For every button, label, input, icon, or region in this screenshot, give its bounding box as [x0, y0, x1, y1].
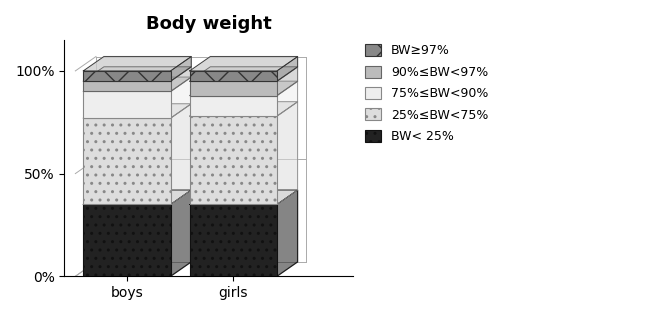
Bar	[83, 118, 170, 204]
Polygon shape	[277, 56, 298, 81]
Polygon shape	[83, 56, 191, 71]
Polygon shape	[170, 77, 191, 118]
Bar	[189, 204, 277, 276]
Polygon shape	[277, 81, 298, 116]
Polygon shape	[189, 102, 298, 116]
Polygon shape	[189, 56, 298, 71]
Polygon shape	[170, 190, 191, 276]
Polygon shape	[83, 67, 191, 81]
Polygon shape	[189, 67, 298, 81]
Bar	[83, 91, 170, 118]
Polygon shape	[170, 56, 191, 81]
Title: Body weight: Body weight	[146, 15, 272, 33]
Polygon shape	[170, 104, 191, 204]
Polygon shape	[277, 67, 298, 95]
Bar	[83, 81, 170, 91]
Polygon shape	[189, 190, 298, 204]
Bar	[83, 71, 170, 81]
Polygon shape	[277, 102, 298, 204]
Bar	[189, 95, 277, 116]
Polygon shape	[189, 81, 298, 95]
Legend: BW≥97%, 90%≤BW<97%, 75%≤BW<90%, 25%≤BW<75%, BW< 25%: BW≥97%, 90%≤BW<97%, 75%≤BW<90%, 25%≤BW<7…	[362, 42, 491, 146]
Bar	[189, 116, 277, 204]
Bar	[83, 204, 170, 276]
Polygon shape	[170, 67, 191, 91]
Polygon shape	[83, 104, 191, 118]
Polygon shape	[277, 190, 298, 276]
Bar	[189, 81, 277, 95]
Polygon shape	[83, 77, 191, 91]
Bar	[189, 71, 277, 81]
Polygon shape	[83, 190, 191, 204]
